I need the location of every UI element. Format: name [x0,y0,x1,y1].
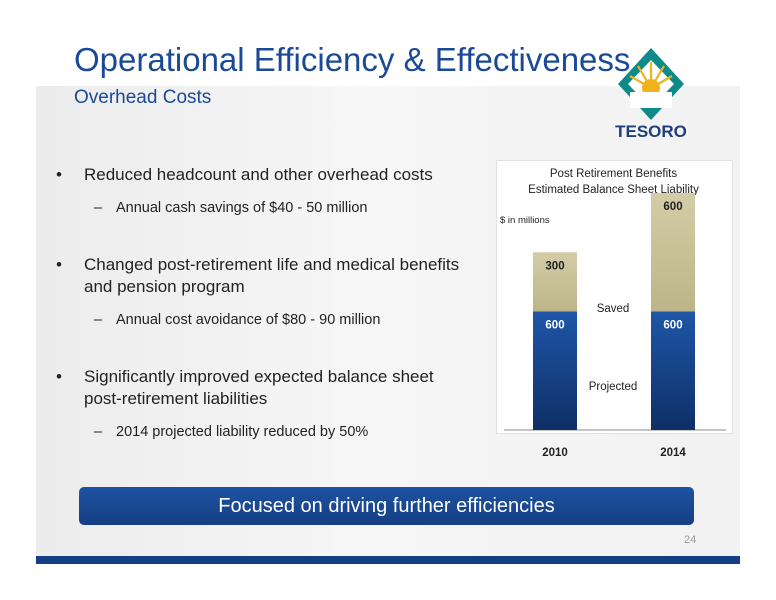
chart-units-label: $ in millions [500,215,550,226]
bullet-item: • Reduced headcount and other overhead co… [56,165,433,184]
sub-bullet-text: Annual cost avoidance of $80 - 90 millio… [116,312,381,328]
bullet-item: • Significantly improved expected balance… [56,367,434,408]
sub-bullet-item: –2014 projected liability reduced by 50% [94,424,369,440]
sub-bullet-text: Annual cash savings of $40 - 50 million [116,200,368,216]
stacked-bar-chart: 600 300 2010 600 600 2014 Projected Saved [504,193,726,459]
sub-bullet-item: – Annual cost avoidance of $80 - 90 milli… [94,312,381,328]
slide-title: Operational Efficiency & Effectiveness [74,41,631,78]
bullet-text: Changed post-retirement life and medical… [84,255,460,296]
bullet-text: Significantly improved expected balance … [84,367,434,408]
data-label: 300 [545,260,564,272]
footer-bar [36,556,740,564]
data-label: 600 [663,320,682,332]
bar-saved-2014 [651,193,695,312]
data-label: 600 [545,320,564,332]
bar-saved-2010 [533,252,577,312]
data-label: 600 [663,201,682,213]
series-label-saved: Saved [597,303,630,315]
bullet-item: • Changed post-retirement life and medica… [56,255,460,296]
bar-projected-2014 [651,311,695,430]
bar-projected-2010 [533,311,577,430]
tesoro-logo: TESORO [610,46,692,142]
sub-bullet-item: – Annual cash savings of $40 - 50 million [94,200,368,216]
series-label-projected: Projected [589,381,638,393]
x-tick-label: 2014 [660,447,686,459]
page-number: 24 [684,534,697,546]
bullet-text: Reduced headcount and other overhead cos… [84,165,433,184]
sub-bullet-text: 2014 projected liability reduced by 50% [116,424,369,440]
tesoro-emblem-icon [618,48,684,120]
focus-banner: Focused on driving further efficiencies [79,487,694,525]
logo-wordmark: TESORO [615,122,687,141]
x-tick-label: 2010 [542,447,568,459]
chart-title-line1: Post Retirement Benefits [549,168,678,180]
slide-subtitle: Overhead Costs [74,87,212,108]
